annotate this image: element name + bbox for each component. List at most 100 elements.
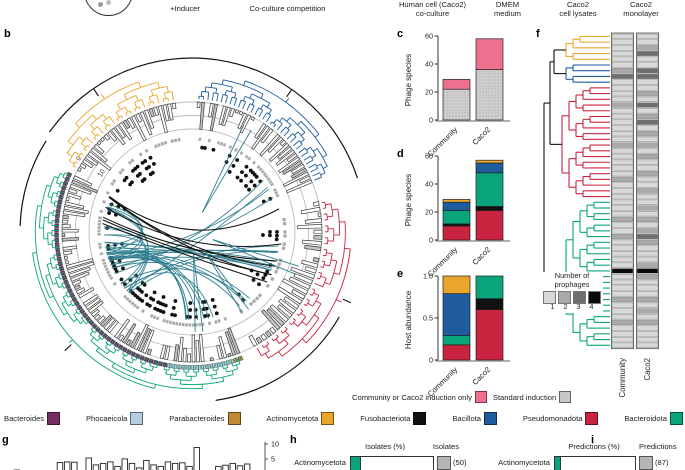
h-row-bar [350,456,434,470]
legend-label: Standard induction [492,392,557,402]
svg-text:5: 5 [271,455,275,464]
panel-f-label: f [536,28,540,40]
panel-d-label: d [397,148,404,160]
legend-item-bacillota: Bacillota [452,412,498,425]
panel-b-label: b [4,28,11,40]
panel-e-label: e [397,268,404,280]
h-row-count: (50) [453,458,467,467]
legend-item-parabacteroides: Parabacteroides [169,412,241,425]
label-inducer: +Inducer [170,4,200,13]
svg-text:0: 0 [75,155,83,162]
legend-swatch [47,412,61,425]
legend-swatch [484,412,498,425]
legend-swatch [227,412,241,425]
panel-h-label: h [290,434,297,446]
legend-item-community-or-caco2-induction-only: Community or Caco2 induction only [352,391,487,403]
svg-text:Phage species: Phage species [404,174,413,226]
svg-text:10: 10 [97,168,107,178]
prophage-num-2: 2 [563,304,568,312]
prophage-num-4: 4 [589,304,594,312]
header-caco2-cell-lysates: Caco2 cell lysates [559,0,597,18]
header-caco2-coculture: Human cell (Caco2) co-culture [398,0,467,18]
i-row-count: (87) [655,458,669,467]
i-row-label: Actinomycetota [498,458,550,467]
svg-text:0: 0 [429,116,433,125]
svg-text:Caco2: Caco2 [470,365,492,387]
h-col-pct-header: Isolates (%) [364,442,406,451]
legend-induction: Community or Caco2 induction only Standar… [352,391,572,403]
i-col-n-header: Predictions [639,442,677,451]
h-col-n-header: Isolates [432,442,460,451]
legend-label: Fusobacteriota [360,414,411,423]
svg-text:Host abundance: Host abundance [404,290,413,349]
header-caco2-monolayer: Caco2 monolayer [623,0,659,18]
circular-phylogeny-svg: 0510 [19,57,359,401]
panel-f-dendrogram-heatmap-svg: Community Caco2 [543,32,660,398]
svg-text:Community: Community [618,358,627,398]
legend-swatch [413,412,427,425]
panel-a-inner-dot [98,2,103,7]
legend-label: Community or Caco2 induction only [352,392,472,402]
svg-text:Caco2: Caco2 [643,358,652,381]
prophage-shade-2 [558,291,571,305]
legend-item-pseudomonadota: Pseudomonadota [523,412,599,425]
legend-label: Pseudomonadota [522,414,583,423]
svg-text:0.5: 0.5 [423,314,433,323]
svg-text:0: 0 [429,236,433,245]
legend-item-actinomycetota: Actinomycetota [266,412,335,425]
header-dmem-medium: DMEM medium [493,0,521,18]
prophage-legend-title-2: prophages [554,279,590,289]
legend-swatch [321,412,335,425]
h-row-count-square [437,456,451,470]
prophage-num-3: 3 [576,304,581,312]
panel-g-label: g [2,434,9,446]
legend-item-bacteroidota: Bacteroidota [624,412,683,425]
svg-text:Caco2: Caco2 [470,245,492,267]
prophage-legend-title-1: Number of [554,271,590,280]
legend-label: Parabacteroides [169,414,225,423]
svg-text:60: 60 [425,32,433,41]
legend-label: Bacillota [452,414,482,423]
svg-text:Caco2: Caco2 [470,125,492,147]
i-row-count-square [639,456,653,470]
i-row-bar [554,456,636,470]
legend-item-phocaeicola: Phocaeicola [85,412,144,425]
legend-item-bacteroides: Bacteroides [4,412,61,425]
legend-swatch [669,412,683,425]
label-coculture-competition: Co-culture competition [249,4,326,13]
svg-text:60: 60 [425,152,433,161]
legend-label: Phocaeicola [85,414,128,423]
legend-swatch [559,391,572,403]
svg-text:40: 40 [425,180,433,189]
prophage-num-1: 1 [550,304,555,312]
legend-label: Bacteroidota [624,414,667,423]
prophage-shade-3 [573,291,586,305]
svg-text:10: 10 [271,440,279,449]
legend-swatch [474,391,487,403]
panel-a-inner-dot2 [106,0,111,5]
svg-text:0: 0 [429,356,433,365]
i-row-bar-green [555,457,561,470]
panel-c-label: c [397,28,404,40]
svg-text:20: 20 [425,88,433,97]
h-row-label: Actinomycetota [294,458,346,467]
svg-text:40: 40 [425,60,433,69]
prophage-shade-1 [543,291,556,305]
chart-g-histogram: 10 5 [13,440,279,470]
legend-item-standard-induction: Standard induction [492,391,572,403]
legend-swatch [585,412,599,425]
legend-taxa: Bacteroides Phocaeicola Parabacteroides Act… [4,412,683,425]
i-col-pct-header: Predictions (%) [568,442,620,451]
prophage-shade-4 [588,291,601,305]
legend-label: Actinomycetota [266,414,319,423]
legend-label: Bacteroides [4,414,45,423]
svg-text:20: 20 [425,208,433,217]
panel-i-label: i [591,434,595,446]
legend-swatch [130,412,144,425]
svg-text:1.0: 1.0 [423,272,433,281]
